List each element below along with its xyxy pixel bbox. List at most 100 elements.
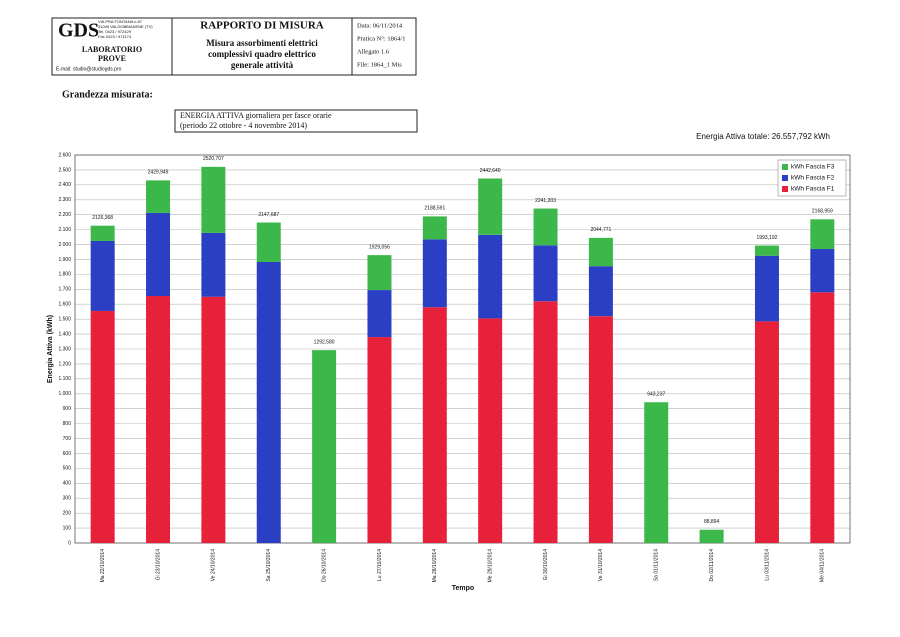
total-label: 1993,192: [757, 235, 778, 241]
y-tick-label: 500: [63, 466, 72, 472]
y-tick-label: 2.500: [58, 167, 71, 173]
bar-segment: [90, 225, 115, 241]
y-tick-label: 2.000: [58, 242, 71, 248]
x-tick-label: Ma 28/10/2014: [432, 549, 438, 583]
bar-segment: [754, 255, 779, 322]
total-label: 1929,056: [369, 244, 390, 250]
bar-segment: [422, 216, 447, 240]
y-tick-label: 2.200: [58, 212, 71, 218]
x-tick-label: Lu 03/11/2014: [764, 549, 770, 581]
logo: GDS: [58, 20, 99, 42]
report-title: RAPPORTO DI MISURA: [200, 20, 324, 32]
y-tick-label: 100: [63, 525, 72, 531]
chart-subtitle: (periodo 22 ottobre - 4 novembre 2014): [180, 121, 307, 130]
bar-segment: [533, 208, 558, 246]
bar-segment: [367, 337, 392, 543]
y-tick-label: 1.900: [58, 257, 71, 263]
y-tick-label: 400: [63, 481, 72, 487]
plot-frame: [74, 154, 851, 544]
bar-segment: [810, 249, 835, 293]
y-tick-label: 1.200: [58, 361, 71, 367]
total-label: 2520,707: [203, 156, 224, 162]
x-tick-label: Me 04/11/2014: [820, 549, 826, 582]
x-tick-label: Gi 30/10/2014: [543, 549, 549, 581]
total-label: 2241,203: [535, 198, 556, 204]
bar-segment: [256, 261, 281, 543]
info: Pratica N°: 1864/1: [357, 35, 405, 42]
email: E-mail: studio@studiogds.pro: [56, 66, 122, 72]
y-tick-label: 1.400: [58, 331, 71, 337]
lab: PROVE: [98, 54, 126, 63]
total-label: 2147,687: [258, 212, 279, 218]
y-tick-label: 200: [63, 510, 72, 516]
y-tick-label: 800: [63, 421, 72, 427]
y-tick-label: 600: [63, 451, 72, 457]
y-tick-label: 2.300: [58, 197, 71, 203]
total-label: 2126,368: [92, 215, 113, 221]
total-label: 2044,771: [590, 227, 611, 233]
y-tick-label: 2.100: [58, 227, 71, 233]
bar-segment: [533, 245, 558, 302]
total-label: 1292,580: [314, 339, 335, 345]
y-tick-label: 1.700: [58, 287, 71, 293]
bar-segment: [146, 296, 171, 543]
x-tick-label: Do 26/10/2014: [321, 549, 327, 582]
address: Tel. 0423 / 972429: [98, 29, 132, 34]
address: VIA PRA FONTANA n.87: [98, 19, 143, 24]
legend-label: kWh Fascia F2: [791, 175, 835, 182]
x-tick-label: Lu 27/10/2014: [377, 549, 383, 581]
x-tick-label: Ve 31/10/2014: [598, 549, 604, 581]
y-tick-label: 2.400: [58, 182, 71, 188]
total-label: 2168,959: [812, 209, 833, 215]
bar-segment: [754, 321, 779, 543]
info: Data: 06/11/2014: [357, 22, 403, 29]
x-tick-label: Ve 24/10/2014: [211, 549, 217, 581]
bar-segment: [201, 232, 226, 297]
total-label: 943,237: [647, 392, 665, 398]
x-tick-label: Do 02/11/2014: [709, 549, 715, 582]
info: Allegato 1.6: [357, 48, 390, 55]
chart-title-box: [174, 109, 418, 133]
x-axis-label: Tempo: [452, 585, 474, 592]
bar-segment: [256, 222, 281, 262]
x-tick-label: Gi 23/10/2014: [155, 549, 161, 581]
y-tick-label: 2.600: [58, 152, 71, 158]
address: Fax 0423 / 971174: [98, 34, 132, 39]
total-label: 2442,640: [480, 168, 501, 174]
info: File: 1864_1 Mis: [357, 61, 402, 68]
legend-label: kWh Fascia F1: [791, 186, 835, 193]
header: GDS VIA PRA FONTANA n.87 31049 VALDOBBIA…: [51, 17, 417, 100]
bar-segment: [588, 316, 613, 543]
y-tick-label: 1.600: [58, 302, 71, 308]
x-tick-label: Me 29/10/2014: [488, 549, 494, 583]
bar-segment: [146, 180, 171, 213]
y-tick-label: 300: [63, 496, 72, 502]
legend-label: kWh Fascia F3: [791, 164, 835, 171]
total-label: 2429,949: [148, 170, 169, 176]
x-tick-label: Sa 25/10/2014: [266, 549, 272, 582]
quantity: Grandezza misurata:: [62, 89, 153, 100]
chart-title: ENERGIA ATTIVA giornaliera per fasce ora…: [180, 111, 332, 120]
bar-segment: [754, 245, 779, 256]
y-tick-label: 1.000: [58, 391, 71, 397]
description: generale attività: [231, 60, 294, 70]
bar-segment: [422, 307, 447, 543]
bar-segment: [367, 290, 392, 338]
y-tick-label: 900: [63, 406, 72, 412]
bar-segment: [644, 402, 669, 543]
bar-segment: [588, 237, 613, 267]
bar-segment: [367, 255, 392, 291]
legend-box: [777, 159, 847, 197]
bar-segment: [810, 292, 835, 543]
description: Misura assorbimenti elettrici: [206, 38, 318, 48]
x-tick-label: Ma 22/10/2014: [100, 549, 106, 583]
y-tick-label: 700: [63, 436, 72, 442]
bar-segment: [146, 212, 171, 297]
legend: kWh Fascia F3 kWh Fascia F2 kWh Fascia F1: [777, 159, 847, 197]
info-box: [351, 17, 417, 76]
bar-segment: [478, 318, 503, 543]
bar-segment: [699, 529, 724, 543]
bar-segment: [201, 166, 226, 233]
legend-swatch: [782, 164, 788, 170]
